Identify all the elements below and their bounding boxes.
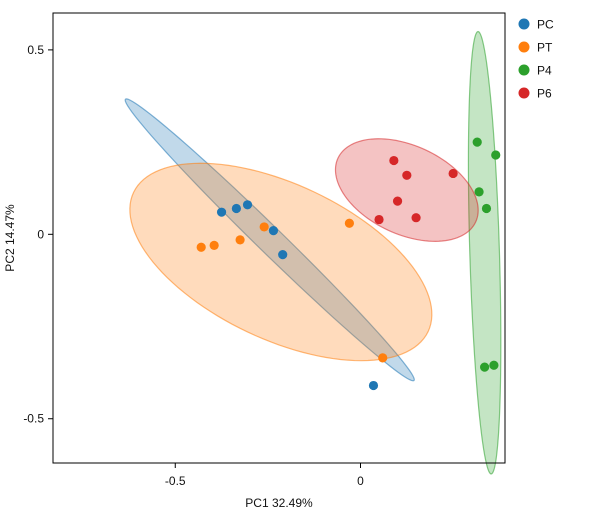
point-p4-1 xyxy=(472,137,482,147)
legend-item-pt: PT xyxy=(518,41,553,55)
point-pc-6 xyxy=(368,380,379,391)
point-pt-1 xyxy=(196,242,206,252)
legend-item-p4: P4 xyxy=(518,64,552,78)
point-p6-6 xyxy=(411,213,421,223)
point-p6-2 xyxy=(402,170,412,180)
y-tick-label: 0.5 xyxy=(27,43,44,57)
point-pt-4 xyxy=(259,222,269,232)
legend-swatch-p6 xyxy=(518,87,530,99)
point-pt-5 xyxy=(344,218,354,228)
y-axis-title: PC2 14.47% xyxy=(3,204,17,272)
point-p6-5 xyxy=(374,214,384,225)
legend-label-p4: P4 xyxy=(537,64,552,78)
y-tick-label: 0 xyxy=(37,227,44,241)
point-p4-4 xyxy=(481,203,492,214)
legend-item-pc: PC xyxy=(518,18,554,32)
point-p4-2 xyxy=(491,150,501,160)
legend-label-p6: P6 xyxy=(537,87,552,101)
x-tick-label: 0 xyxy=(357,474,364,488)
x-tick-label: -0.5 xyxy=(165,474,186,488)
legend-item-p6: P6 xyxy=(518,87,552,101)
x-axis-title: PC1 32.49% xyxy=(245,496,313,510)
point-pc-4 xyxy=(268,226,279,236)
point-pt-2 xyxy=(209,240,219,250)
plot-frame xyxy=(52,12,506,464)
point-pc-2 xyxy=(231,203,241,214)
y-tick-label: -0.5 xyxy=(23,412,44,426)
point-p4-6 xyxy=(489,360,499,370)
confidence-ellipse-p6 xyxy=(334,138,479,242)
point-p4-5 xyxy=(480,362,490,372)
point-p6-3 xyxy=(448,168,458,179)
ticks-layer: -0.5 0 0.5 0 -0.5 xyxy=(23,43,364,488)
point-p6-4 xyxy=(392,196,403,206)
point-pc-3 xyxy=(242,200,253,210)
point-pt-6 xyxy=(378,353,388,363)
legend-label-pt: PT xyxy=(537,41,553,55)
legend-swatch-pt xyxy=(518,41,530,53)
points-layer xyxy=(196,137,501,391)
point-pt-3 xyxy=(235,235,245,245)
point-p4-3 xyxy=(474,187,484,197)
confidence-ellipse-pt xyxy=(129,162,433,362)
legend-swatch-p4 xyxy=(518,64,530,76)
point-p6-1 xyxy=(389,155,399,166)
point-pc-5 xyxy=(278,250,288,260)
point-pc-1 xyxy=(216,207,227,217)
legend-label-pc: PC xyxy=(537,18,554,32)
legend: PC PT P4 P6 xyxy=(518,18,554,101)
ellipses-layer xyxy=(124,30,502,475)
confidence-ellipse-pc xyxy=(124,98,415,382)
legend-swatch-pc xyxy=(518,18,530,30)
confidence-ellipse-p4 xyxy=(467,30,502,475)
